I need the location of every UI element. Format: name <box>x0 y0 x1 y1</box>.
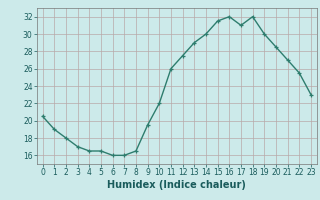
X-axis label: Humidex (Indice chaleur): Humidex (Indice chaleur) <box>108 180 246 190</box>
